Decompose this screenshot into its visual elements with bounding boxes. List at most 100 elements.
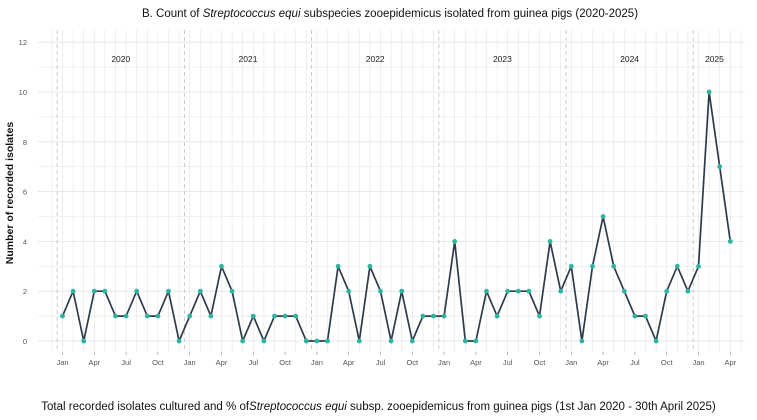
chart-title: B. Count of Streptococcus equi subspecie…: [142, 8, 638, 20]
year-label: 2023: [493, 54, 512, 64]
y-tick-label: 10: [19, 88, 27, 97]
year-label: 2022: [366, 54, 385, 64]
data-point: [240, 338, 246, 344]
data-point: [505, 288, 511, 294]
data-point: [431, 313, 436, 319]
x-tick-label: Oct: [279, 358, 292, 367]
data-point: [579, 338, 585, 344]
caption-species: Streptococcus equi: [249, 401, 347, 413]
data-point: [293, 313, 299, 319]
data-point: [547, 239, 553, 244]
data-point: [643, 313, 648, 319]
data-point: [526, 288, 532, 294]
y-axis-ticks: 0 2 4 6 8 10 12: [19, 38, 27, 346]
data-point: [102, 288, 108, 294]
data-point: [91, 288, 97, 294]
x-tick-label: Jan: [438, 358, 450, 367]
year-label: 2021: [239, 54, 258, 64]
x-tick-label: Jul: [376, 358, 386, 367]
caption-prefix: Total recorded isolates cultured and % o…: [41, 401, 250, 413]
data-point: [600, 214, 606, 219]
data-point: [420, 313, 426, 319]
data-point: [325, 338, 330, 344]
x-tick-label: Jul: [630, 358, 640, 367]
data-point: [537, 313, 542, 319]
data-point: [346, 288, 352, 294]
data-point: [113, 313, 118, 319]
data-point: [558, 288, 564, 294]
x-tick-label: Apr: [470, 358, 482, 367]
caption-suffix: subsp. zooepidemicus from guinea pigs (1…: [346, 401, 716, 413]
data-point: [134, 288, 140, 294]
chart-title-prefix: B. Count of: [142, 8, 203, 20]
data-point: [356, 338, 362, 344]
data-point: [674, 263, 680, 269]
x-tick-label: Apr: [343, 358, 355, 367]
data-point: [176, 338, 182, 344]
x-tick-label: Jan: [56, 358, 68, 367]
x-tick-label: Jan: [311, 358, 323, 367]
x-tick-label: Jul: [503, 358, 513, 367]
data-point: [441, 313, 447, 319]
data-point: [155, 313, 161, 319]
y-tick-label: 0: [23, 337, 27, 346]
y-tick-label: 8: [23, 138, 27, 147]
x-tick-label: Apr: [597, 358, 609, 367]
x-tick-label: Jul: [121, 358, 131, 367]
x-tick-label: Jan: [565, 358, 577, 367]
data-point: [664, 288, 670, 294]
x-tick-label: Oct: [534, 358, 547, 367]
data-point: [378, 288, 383, 294]
data-point: [166, 288, 171, 294]
chart-title-suffix: subspecies zooepidemicus isolated from g…: [301, 8, 639, 20]
year-label: 2020: [111, 54, 130, 64]
data-point: [685, 288, 691, 294]
chart-title-species: Streptococcus equi: [203, 8, 301, 20]
data-point: [727, 239, 733, 244]
data-point: [229, 288, 235, 294]
data-point: [590, 263, 595, 269]
x-tick-label: Apr: [216, 358, 228, 367]
data-point: [197, 288, 203, 294]
data-point: [452, 239, 458, 244]
x-tick-label: Apr: [88, 358, 100, 367]
data-point: [621, 288, 627, 294]
x-tick-label: Jan: [184, 358, 196, 367]
data-point: [81, 338, 87, 344]
grid-lines: [38, 30, 745, 352]
x-tick-label: Oct: [406, 358, 419, 367]
data-point: [282, 313, 288, 319]
data-point: [123, 313, 129, 319]
y-tick-label: 4: [23, 237, 27, 246]
data-point: [367, 263, 373, 269]
x-tick-label: Oct: [661, 358, 674, 367]
data-point: [484, 288, 489, 294]
data-point: [696, 263, 701, 269]
data-point: [388, 338, 394, 344]
y-tick-label: 12: [19, 38, 27, 47]
data-point: [303, 338, 309, 344]
x-tick-label: Jul: [249, 358, 259, 367]
data-point: [399, 288, 405, 294]
data-point: [335, 263, 341, 269]
data-point: [187, 313, 193, 319]
data-point: [515, 288, 521, 294]
y-tick-label: 2: [23, 287, 27, 296]
data-point: [314, 338, 320, 344]
year-label: 2024: [620, 54, 639, 64]
data-point: [706, 89, 712, 95]
data-point: [60, 313, 65, 319]
data-point: [70, 288, 76, 294]
data-point: [250, 313, 256, 319]
data-point: [462, 338, 468, 344]
x-tick-label: Apr: [724, 358, 736, 367]
data-point: [144, 313, 150, 319]
data-point: [568, 263, 574, 269]
data-point: [611, 263, 617, 269]
y-axis-label: Number of recorded isolates: [4, 122, 16, 265]
data-point: [717, 164, 723, 170]
chart-caption: Total recorded isolates cultured and % o…: [0, 401, 757, 413]
y-tick-label: 6: [23, 188, 27, 197]
data-point: [272, 313, 277, 319]
year-dividers: 2020 2021 2022 2023 2024 2025: [56, 30, 724, 352]
